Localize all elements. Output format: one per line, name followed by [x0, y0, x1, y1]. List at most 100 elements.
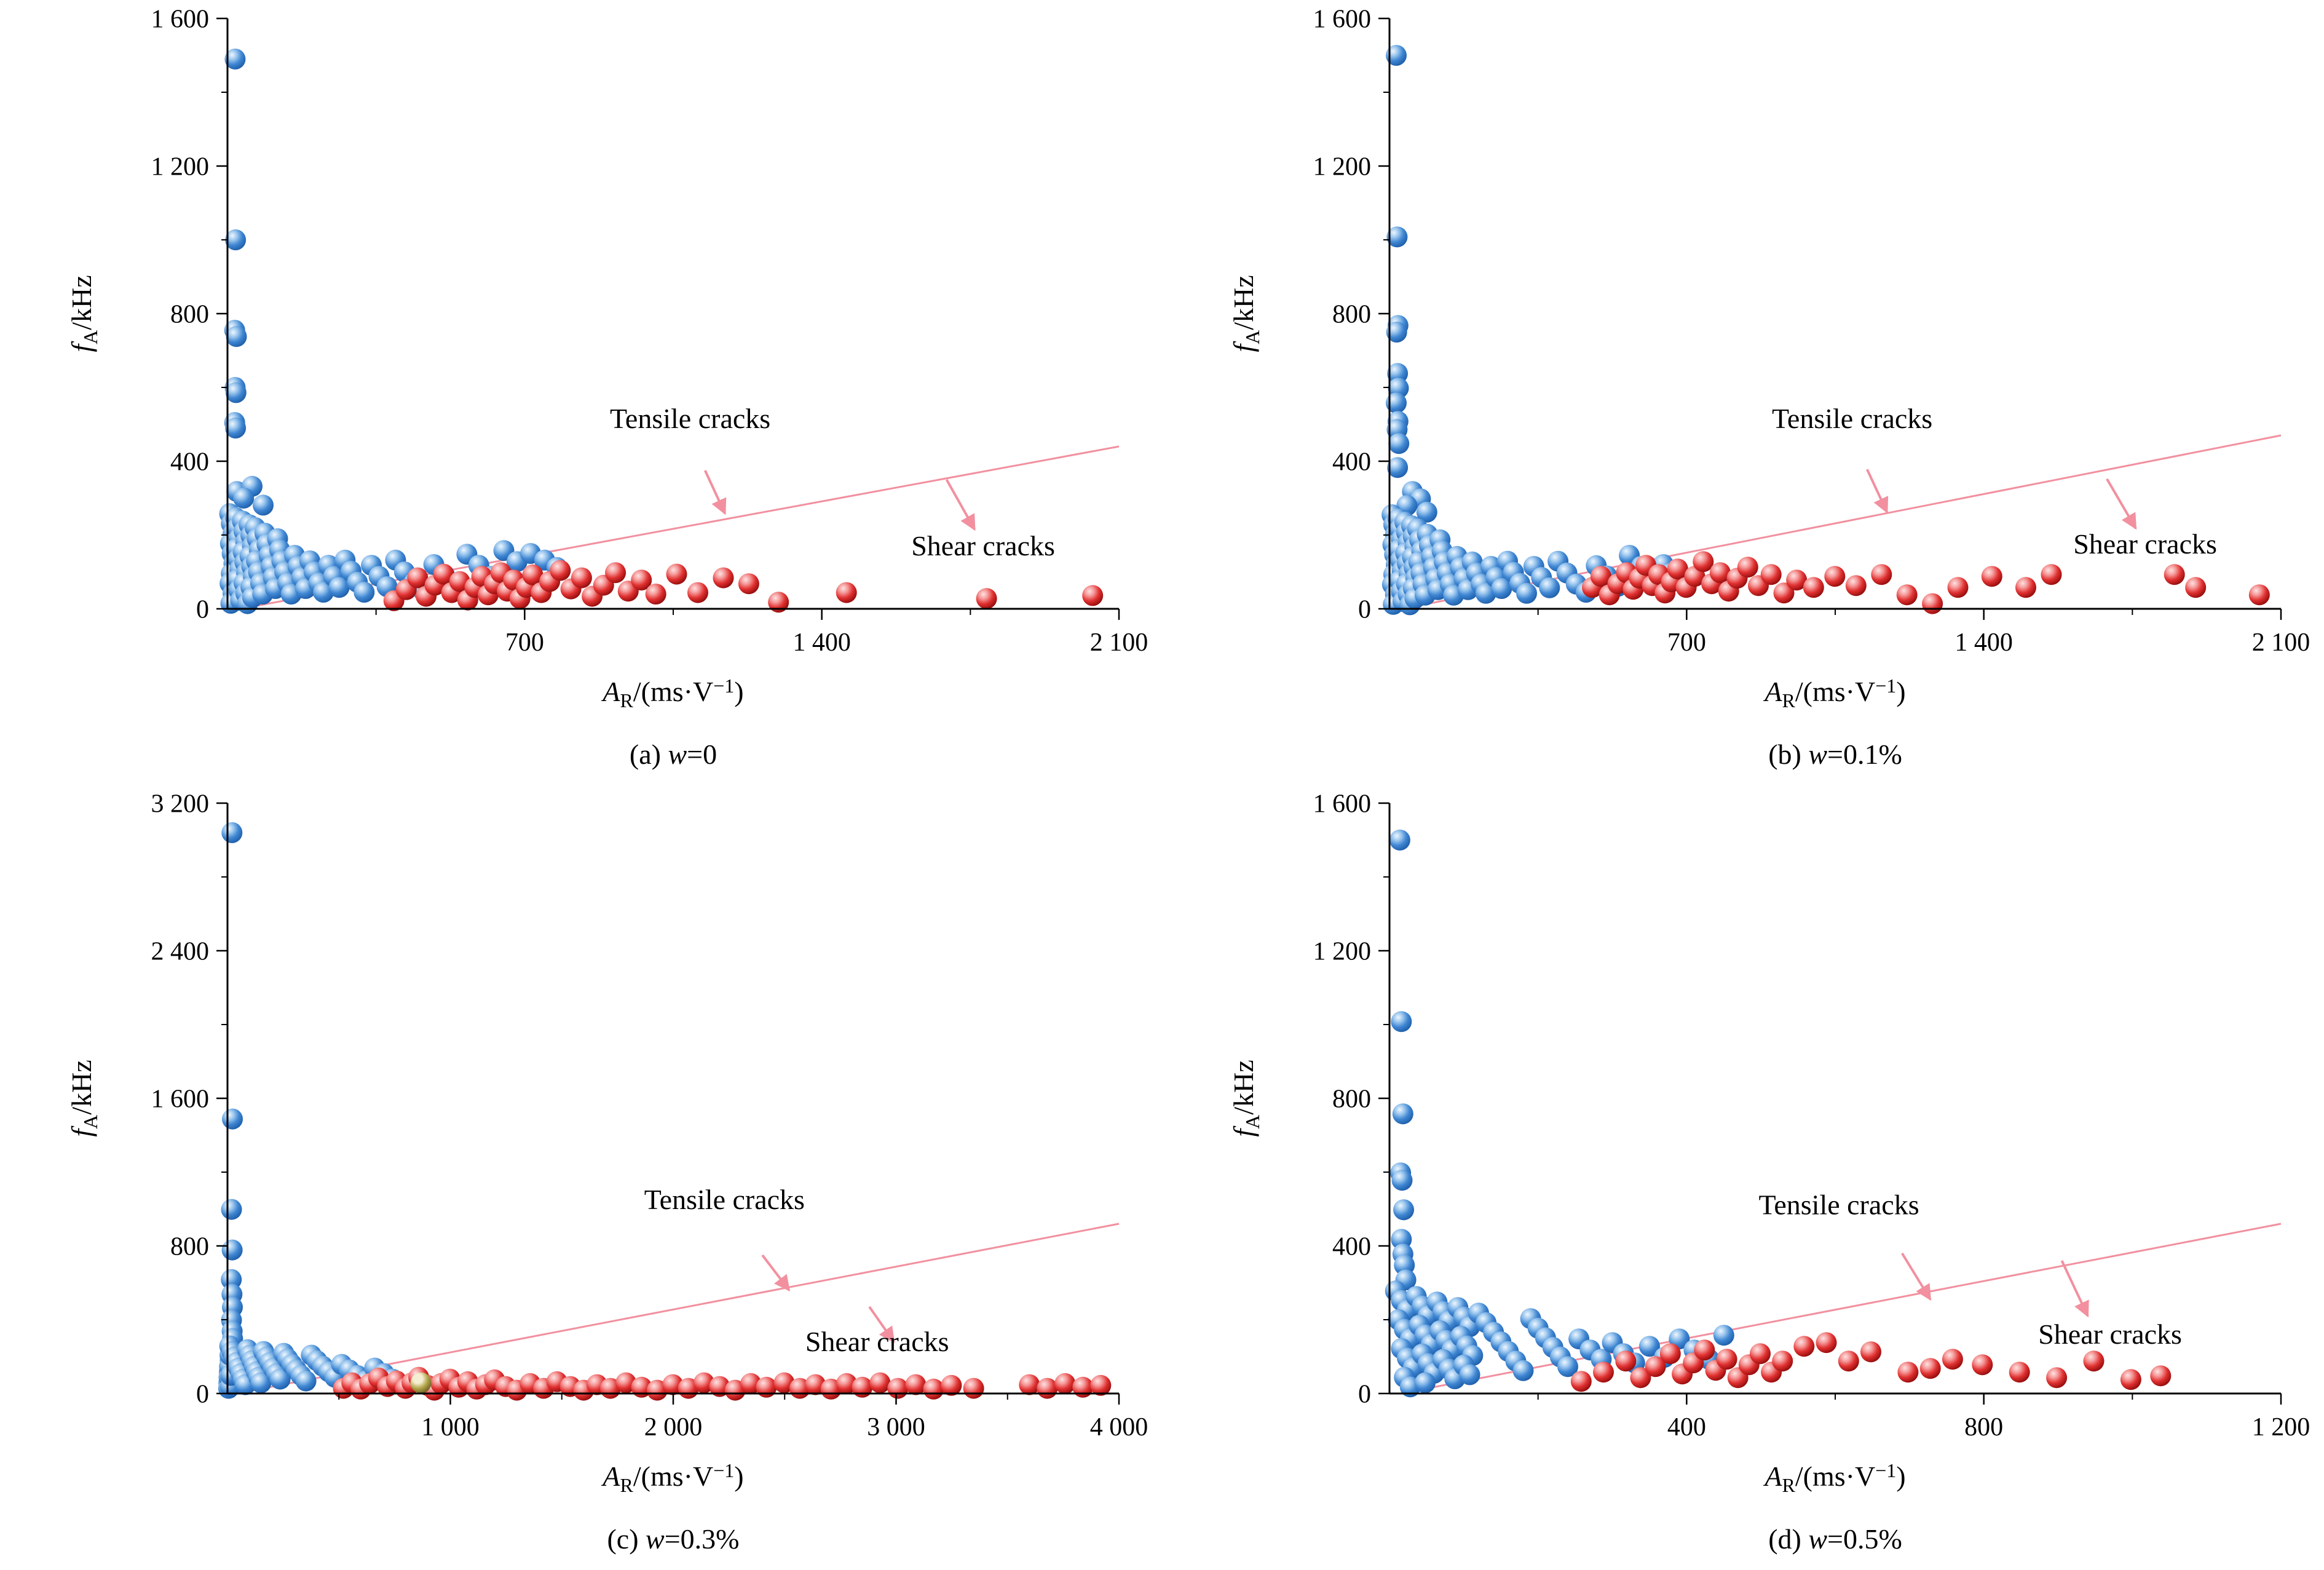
overlap-point	[410, 1372, 432, 1394]
shear-point	[2046, 1367, 2068, 1389]
shear-point	[1645, 1356, 1666, 1378]
shear-point	[1593, 1362, 1614, 1383]
x-tick-label: 1 400	[792, 628, 851, 657]
shear-point	[571, 567, 592, 589]
tensile-point	[221, 1269, 242, 1290]
shear-point	[1019, 1374, 1040, 1395]
y-axis-title: fA/kHz	[66, 275, 101, 352]
tensile-point	[295, 1370, 317, 1392]
shear-point	[1615, 1350, 1637, 1372]
shear-point	[1090, 1374, 1112, 1396]
shear-point	[645, 584, 666, 605]
x-axis-title: AR/(ms·V−1)	[1763, 1459, 1905, 1496]
tensile-point	[1392, 1103, 1413, 1125]
shear-point	[1972, 1354, 1993, 1376]
shear-point	[1897, 1362, 1919, 1383]
subplot-b: Tensile cracks Shear cracks 0 400 800 1 200 1 …	[1162, 0, 2324, 785]
shear-point	[1037, 1378, 1058, 1399]
tensile-point	[253, 494, 274, 516]
shear-point	[1659, 1343, 1681, 1365]
overlap-series	[410, 1372, 432, 1394]
tensile-point	[1416, 501, 1437, 523]
shear-point	[2120, 1369, 2141, 1390]
shear-point	[709, 1376, 730, 1397]
tensile-point	[225, 382, 247, 403]
y-tick-label: 400	[170, 448, 209, 477]
x-tick-label: 2 000	[644, 1413, 703, 1441]
tensile-point	[328, 577, 350, 598]
shear-cracks-label: Shear cracks	[2073, 528, 2217, 560]
shear-point	[1871, 564, 1892, 585]
tensile-point	[221, 1239, 243, 1261]
shear-point	[1760, 564, 1782, 585]
x-tick-label: 700	[505, 628, 544, 657]
tensile-point	[1459, 1364, 1480, 1386]
shear-arrow	[945, 479, 976, 531]
shear-point	[2150, 1365, 2172, 1387]
tensile-cracks-label: Tensile cracks	[1758, 1189, 1919, 1220]
shear-point	[666, 563, 687, 585]
y-axis-title: fA/kHz	[1228, 1060, 1263, 1136]
shear-point	[1786, 569, 1808, 591]
shear-point	[1922, 593, 1943, 614]
y-tick-label: 1 200	[1313, 153, 1372, 181]
shear-point	[2041, 564, 2062, 585]
tensile-point	[222, 1108, 243, 1130]
shear-point	[1737, 557, 1758, 578]
tensile-series	[218, 822, 403, 1399]
tensile-point	[1713, 1325, 1734, 1346]
chart-a-canvas: Tensile cracks Shear cracks 0 400 800 1 200 1 …	[66, 6, 1148, 770]
shear-point	[1947, 577, 1969, 598]
tensile-point	[1391, 1011, 1412, 1033]
shear-point	[976, 588, 997, 609]
tensile-point	[225, 418, 247, 438]
shear-point	[1793, 1336, 1815, 1357]
shear-point	[687, 582, 708, 603]
tensile-point	[269, 1368, 291, 1390]
shear-point	[836, 582, 857, 603]
shear-point	[869, 1372, 891, 1394]
subplot-a: Tensile cracks Shear cracks 0 400 800 1 200 1 …	[0, 0, 1162, 785]
x-tick-label: 4 000	[1090, 1413, 1148, 1441]
shear-point	[1630, 1367, 1651, 1389]
shear-point	[756, 1376, 777, 1398]
shear-cracks-label: Shear cracks	[911, 530, 1055, 561]
x-tick-label: 1 000	[421, 1413, 480, 1441]
tensile-point	[250, 1372, 272, 1394]
x-axis-title: AR/(ms·V−1)	[601, 675, 743, 712]
shear-arrow	[2106, 478, 2137, 530]
tensile-cracks-label: Tensile cracks	[610, 403, 770, 434]
tensile-point	[225, 229, 247, 250]
tensile-arrow	[1901, 1252, 1932, 1301]
boundary-line	[1400, 1223, 2282, 1395]
shear-point	[963, 1378, 984, 1399]
y-tick-label: 1 600	[151, 6, 210, 34]
tensile-point	[1387, 363, 1409, 384]
shear-point	[1750, 1343, 1771, 1365]
tensile-point	[221, 822, 243, 843]
shear-point	[2083, 1350, 2105, 1372]
subplot-d: Tensile cracks Shear cracks 0 400 800 1 200 1 …	[1162, 785, 2324, 1569]
shear-arrow	[2060, 1260, 2089, 1318]
shear-point	[887, 1378, 909, 1399]
tensile-point	[1512, 1360, 1534, 1381]
y-tick-label: 0	[196, 596, 209, 624]
y-tick-label: 1 600	[151, 1085, 210, 1114]
tensile-point	[1389, 830, 1410, 850]
shear-point	[2164, 564, 2185, 585]
shear-point	[1860, 1341, 1881, 1363]
tensile-point	[313, 582, 334, 603]
shear-point	[1694, 1339, 1715, 1361]
x-axis-title: AR/(ms·V−1)	[1763, 675, 1905, 712]
shear-cracks-label: Shear cracks	[2038, 1318, 2182, 1350]
y-tick-label: 400	[1332, 1233, 1371, 1261]
shear-point	[694, 1372, 714, 1394]
y-tick-label: 400	[1332, 448, 1371, 477]
tensile-series	[1385, 830, 1734, 1398]
tensile-point	[1475, 582, 1496, 604]
y-tick-label: 3 200	[151, 790, 210, 819]
shear-point	[923, 1378, 944, 1400]
y-tick-label: 2 400	[151, 938, 210, 966]
shear-point	[905, 1374, 927, 1395]
